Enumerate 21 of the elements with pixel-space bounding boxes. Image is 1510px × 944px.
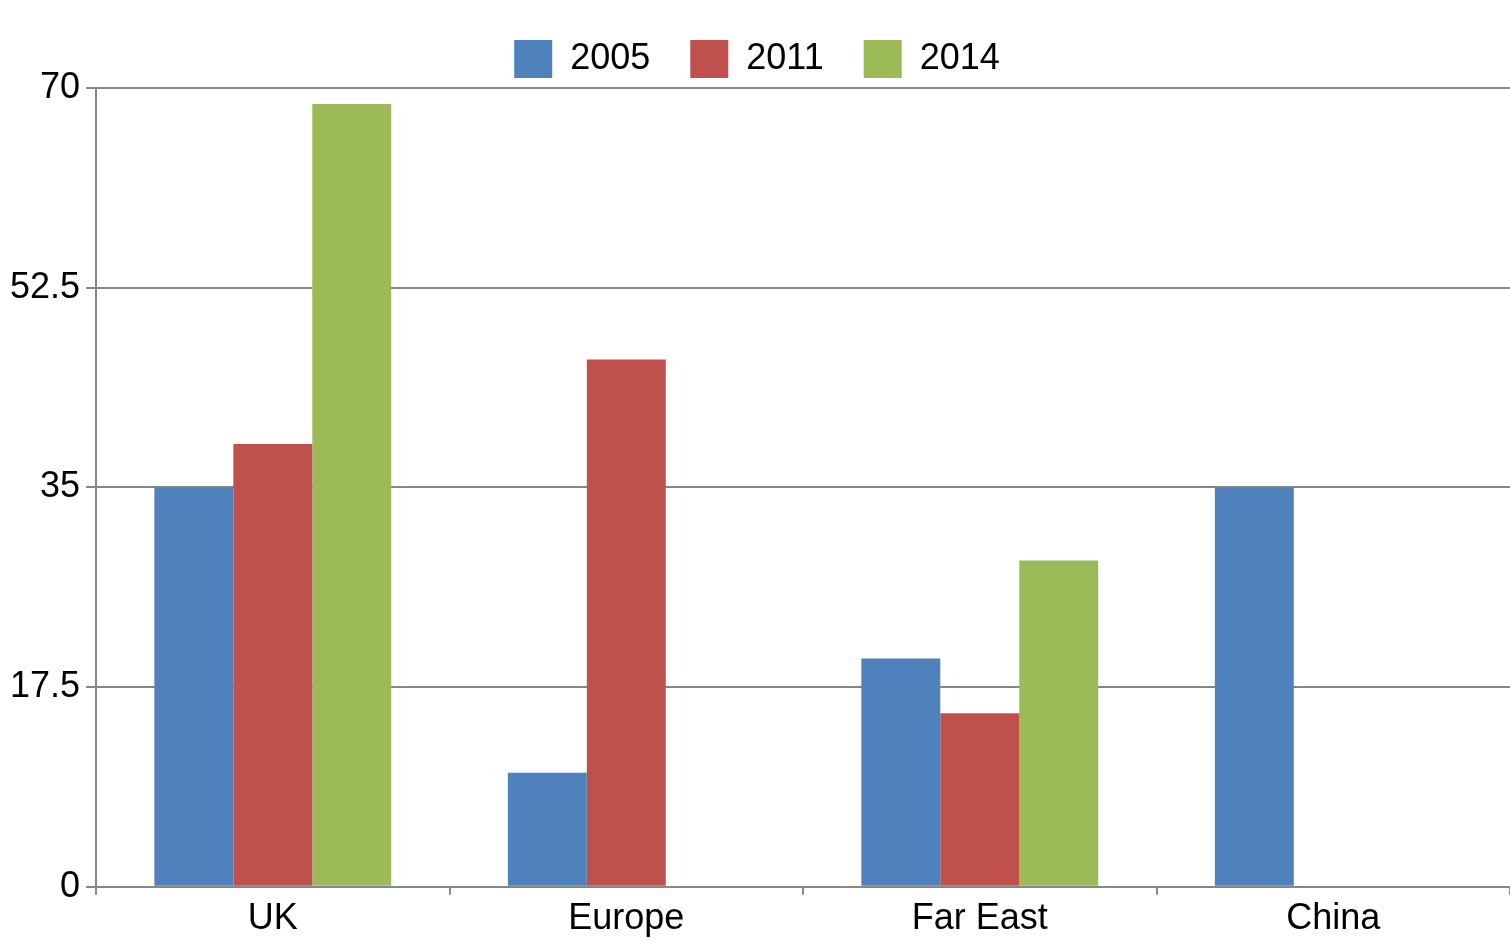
y-tick-label: 35 <box>40 464 81 506</box>
x-tick-label: China <box>1286 896 1382 938</box>
x-tick-label: UK <box>247 896 298 938</box>
bar <box>861 658 941 886</box>
legend-label: 2014 <box>919 35 1000 77</box>
bar <box>1214 487 1294 886</box>
bar <box>940 713 1020 886</box>
bar <box>507 772 587 886</box>
bar <box>154 487 234 886</box>
bar <box>233 444 313 886</box>
y-tick-label: 52.5 <box>9 264 81 306</box>
bar <box>312 103 392 886</box>
bar <box>1019 560 1099 886</box>
y-tick-label: 17.5 <box>9 664 81 706</box>
bar <box>586 359 666 886</box>
legend-label: 2005 <box>570 35 651 77</box>
x-tick-label: Far East <box>911 896 1048 938</box>
y-tick-label: 70 <box>40 64 81 106</box>
x-tick-label: Europe <box>568 896 685 938</box>
legend-label: 2011 <box>746 35 824 77</box>
y-tick-label: 0 <box>60 863 81 905</box>
